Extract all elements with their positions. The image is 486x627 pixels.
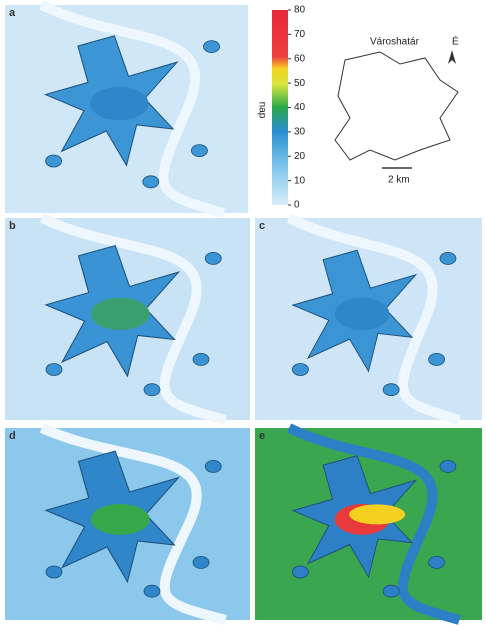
settlement (205, 460, 221, 472)
settlement (429, 556, 445, 568)
colorbar-tick-label: 30 (294, 127, 306, 138)
map-panel: d (5, 428, 250, 620)
settlement (383, 585, 399, 597)
map-panel: c (255, 218, 482, 420)
colorbar-tick-label: 10 (294, 175, 306, 186)
map-panel: e (255, 428, 482, 620)
map-panel: a (5, 5, 248, 213)
north-label: É (452, 35, 459, 48)
map-panels: a b c d e (5, 5, 482, 620)
legend-title: Városhatár (370, 37, 420, 48)
colorbar-tick-label: 50 (294, 78, 306, 89)
settlement (144, 585, 160, 597)
hot-spot (349, 504, 405, 524)
colorbar-tick-label: 40 (294, 102, 306, 113)
colorbar-tick-label: 70 (294, 29, 306, 40)
colorbar-tick-label: 60 (294, 53, 306, 64)
legend-box: Városhatár É 2 km (335, 35, 459, 186)
panel-label: d (9, 430, 16, 442)
panel-label: a (9, 7, 16, 19)
scale-label: 2 km (388, 175, 410, 186)
settlement (143, 176, 159, 188)
settlement (193, 353, 209, 365)
colorbar-tick-label: 20 (294, 151, 306, 162)
colorbar-tick-label: 80 (294, 5, 306, 16)
settlement (191, 145, 207, 157)
panel-label: e (259, 430, 265, 442)
settlement (440, 252, 456, 264)
settlement (383, 384, 399, 396)
figure: a b c d e Városhatár É 2 km nap 0 10 20 30 40 50 6… (0, 0, 486, 627)
settlement (46, 364, 62, 376)
north-arrow (448, 50, 456, 64)
settlement (46, 155, 62, 167)
settlement (193, 556, 209, 568)
city-core (335, 298, 389, 330)
colorbar-label: nap (256, 102, 267, 119)
panel-label: c (259, 220, 265, 232)
settlement (144, 384, 160, 396)
city-core (91, 504, 150, 535)
colorbar-tick-label: 0 (294, 200, 300, 211)
city-core (91, 298, 150, 330)
city-core (90, 87, 148, 120)
settlement (429, 353, 445, 365)
map-panel: b (5, 218, 250, 420)
colorbar (272, 10, 288, 205)
settlement (440, 460, 456, 472)
settlement (292, 364, 308, 376)
settlement (205, 252, 221, 264)
settlement (46, 566, 62, 578)
settlement (204, 41, 220, 53)
settlement (292, 566, 308, 578)
panel-label: b (9, 220, 16, 232)
